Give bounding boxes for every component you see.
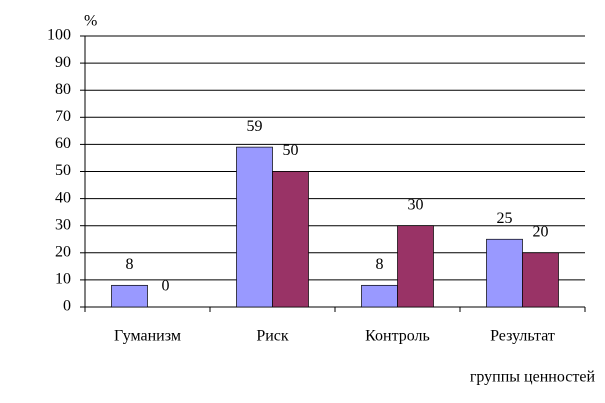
y-tick-label: 10 [55,271,71,288]
y-tick-label: 80 [55,81,71,98]
data-label: 20 [533,223,549,240]
y-tick-label: 60 [55,135,71,152]
y-tick-label: 20 [55,243,71,260]
x-tick-label: Гуманизм [114,328,181,345]
data-label: 0 [162,278,170,295]
data-label: 30 [408,196,424,213]
y-tick-label: 30 [55,216,71,233]
x-axis-title: группы ценностей [470,369,596,386]
bar [522,252,559,308]
bar [397,225,434,308]
bar [111,284,148,308]
y-tick-label: 40 [55,189,71,206]
y-tick-label: 70 [55,108,71,125]
y-tick-label: 0 [63,298,71,315]
bar [272,171,309,308]
data-label: 8 [126,256,134,273]
y-tick-label: 100 [47,27,71,44]
y-tick-label: 90 [55,54,71,71]
bar [361,284,398,308]
bar [486,238,523,308]
x-tick-label: Риск [256,328,289,345]
x-tick-label: Результат [490,328,555,345]
y-tick-label: 50 [55,162,71,179]
bar [236,146,273,308]
y-axis-title: % [84,13,97,30]
data-label: 25 [497,210,513,227]
data-label: 8 [376,256,384,273]
x-tick-label: Контроль [365,328,430,345]
data-label: 50 [283,142,299,159]
data-label: 59 [247,118,263,135]
